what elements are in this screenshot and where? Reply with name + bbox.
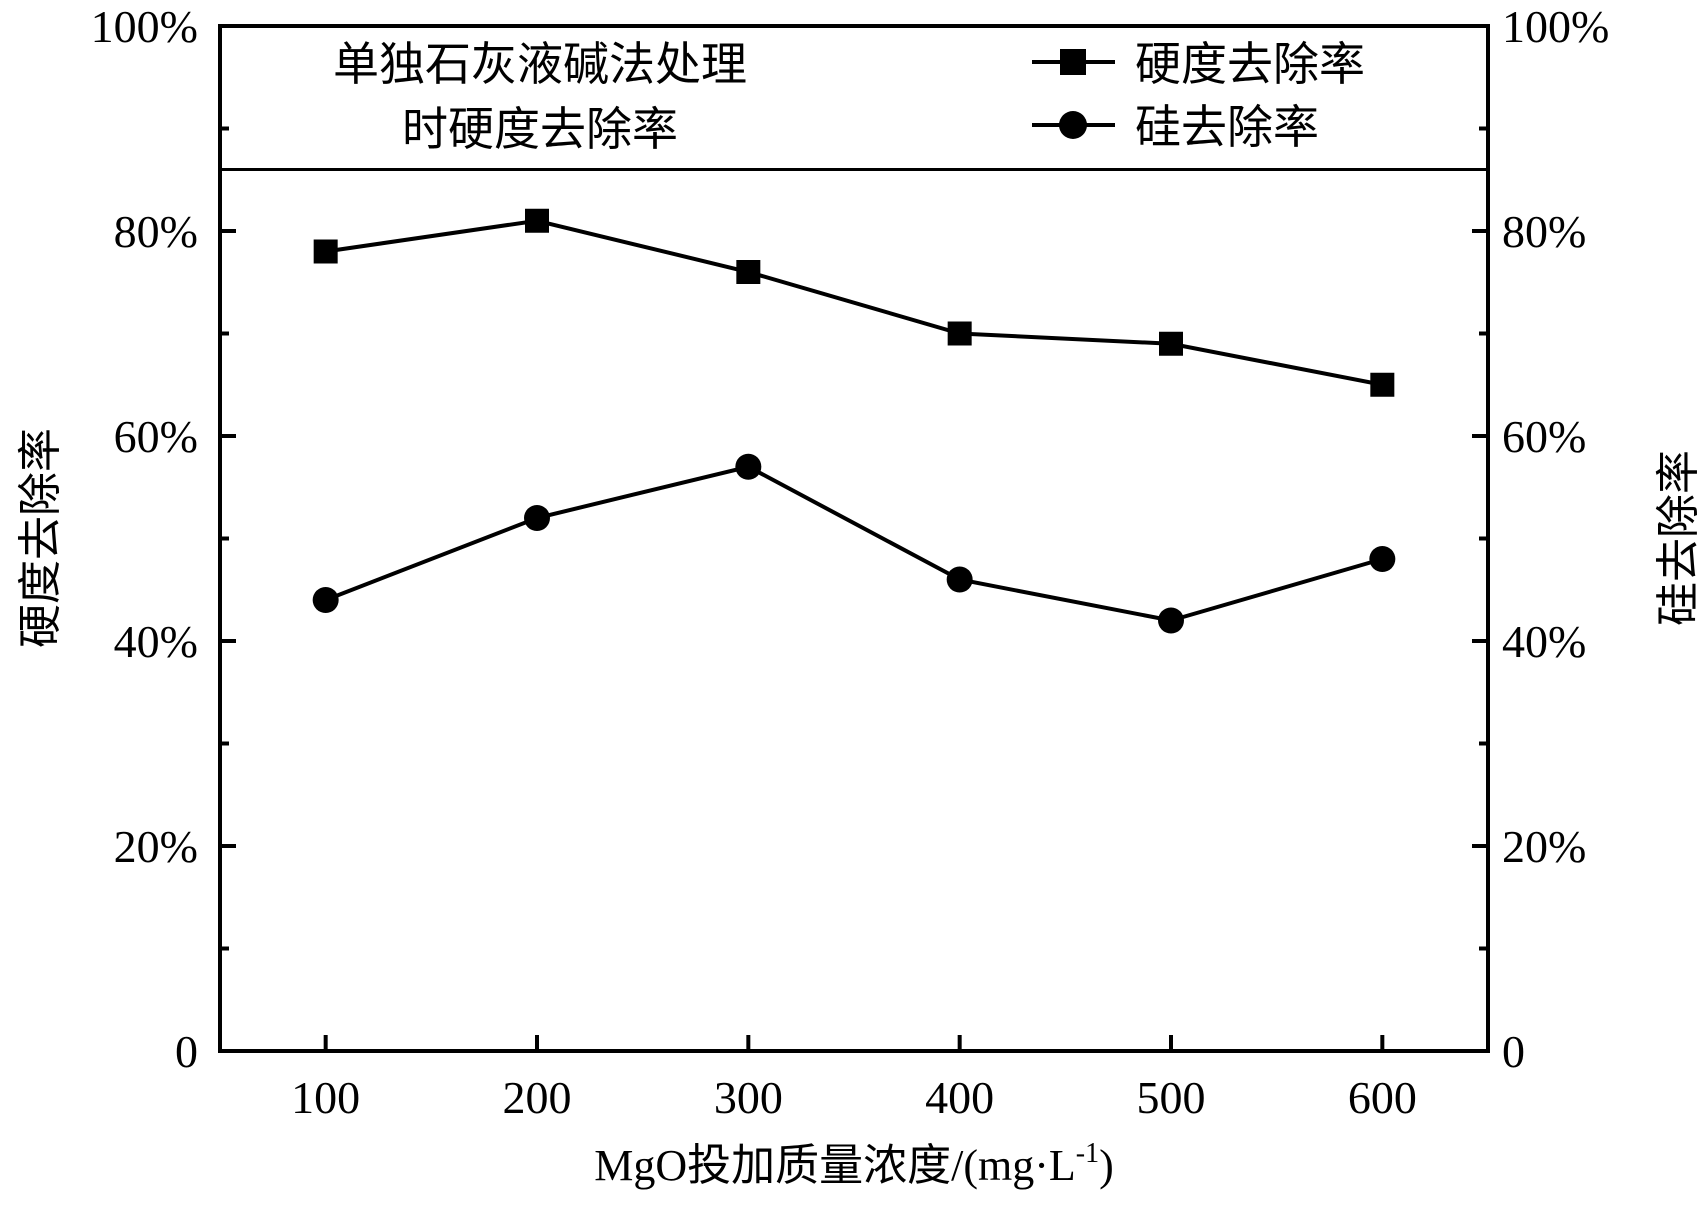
series-line-2 <box>324 464 1383 623</box>
y-right-tick-label: 80% <box>1502 206 1586 257</box>
y-left-tick-label: 100% <box>91 1 198 52</box>
x-axis-title-unit-sup: -1 <box>1076 1138 1099 1169</box>
y-left-tick-label: 80% <box>114 206 198 257</box>
data-point-square <box>1370 372 1395 397</box>
legend-square-marker-icon <box>1060 49 1086 75</box>
plot-area <box>218 24 1490 1053</box>
data-point-square <box>313 239 338 264</box>
data-point-square <box>736 260 761 284</box>
x-axis-title-prefix: MgO <box>594 1141 687 1190</box>
x-tick-label: 500 <box>1137 1072 1206 1123</box>
data-point-square <box>947 321 972 346</box>
x-axis-title-unit-close: ) <box>1099 1141 1114 1190</box>
x-tick-label: 400 <box>925 1072 994 1123</box>
legend: 硬度去除率 硅去除率 <box>1032 37 1365 154</box>
x-axis-title: MgO投加质量浓度/(mg·L-1) <box>594 1138 1114 1191</box>
y-left-tick-label: 20% <box>114 821 198 872</box>
x-tick-label: 100 <box>291 1072 360 1123</box>
y-axis-right-title: 硅去除率 <box>1653 450 1704 626</box>
y-left-tick-label: 40% <box>114 616 198 667</box>
y-right-tick-label: 20% <box>1502 821 1586 872</box>
legend-label-silicon: 硅去除率 <box>1135 100 1319 154</box>
y-right-tick-label: 100% <box>1502 1 1609 52</box>
data-point-circle <box>1369 546 1396 572</box>
y-right-tick-label: 60% <box>1502 411 1586 462</box>
data-point-circle <box>735 453 762 480</box>
x-axis-title-unit: /(mg·L <box>951 1141 1076 1190</box>
data-point-circle <box>312 587 339 613</box>
data-point-circle <box>946 566 973 593</box>
x-axis-title-cjk: 投加质量浓度 <box>687 1140 951 1191</box>
legend-circle-marker-icon <box>1059 111 1087 139</box>
series-line-1 <box>325 218 1383 387</box>
series-layer <box>312 208 1396 634</box>
y-axis-left-title: 硬度去除率 <box>15 428 66 648</box>
x-tick-label: 300 <box>714 1072 783 1123</box>
data-point-square <box>1159 331 1183 356</box>
y-left-tick-label: 60% <box>114 411 198 462</box>
ticks-layer: 0 0 20% 20% 40% 40% 60% 60% 80% 80% 100% 100% 100 200… <box>91 1 1610 1123</box>
y-right-tick-label: 40% <box>1502 616 1586 667</box>
reference-label-line2: 时硬度去除率 <box>402 102 678 156</box>
x-tick-label: 200 <box>503 1072 572 1123</box>
legend-label-hardness: 硬度去除率 <box>1135 37 1365 91</box>
y-right-tick-label: 0 <box>1502 1026 1525 1077</box>
y-left-tick-label: 0 <box>175 1026 198 1077</box>
data-point-square <box>525 208 549 233</box>
x-tick-label: 600 <box>1348 1072 1417 1123</box>
data-point-circle <box>524 505 550 531</box>
data-point-circle <box>1158 607 1184 634</box>
reference-label-line1: 单独石灰液碱法处理 <box>333 37 747 91</box>
